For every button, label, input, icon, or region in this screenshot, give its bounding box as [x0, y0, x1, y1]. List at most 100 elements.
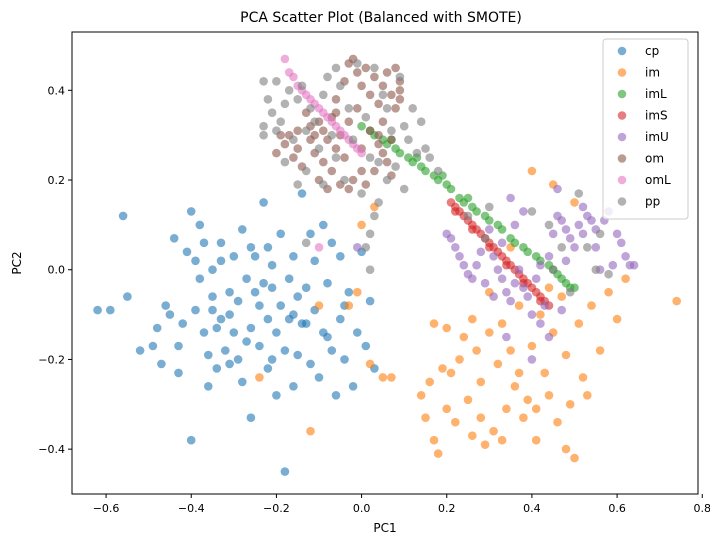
data-point-imL	[485, 216, 494, 225]
data-point-cp	[148, 341, 158, 351]
data-point-om	[357, 81, 366, 91]
data-point-pp	[361, 112, 371, 122]
data-point-imU	[459, 260, 469, 270]
data-point-cp	[178, 319, 187, 328]
data-point-cp	[199, 238, 209, 248]
data-point-pp	[604, 269, 613, 279]
data-point-im	[489, 426, 498, 436]
data-point-om	[344, 117, 354, 126]
data-point-om	[344, 184, 354, 194]
data-point-pp	[399, 184, 409, 194]
data-point-pp	[259, 130, 268, 140]
data-point-imU	[502, 332, 511, 342]
data-point-im	[497, 319, 507, 328]
data-point-cp	[229, 251, 239, 261]
data-point-im	[463, 395, 473, 405]
data-point-cp	[361, 341, 371, 351]
data-point-om	[348, 175, 358, 185]
y-tick-label: 0.4	[48, 84, 66, 97]
data-point-imU	[480, 278, 490, 288]
data-point-cp	[199, 328, 209, 337]
data-point-om	[395, 95, 405, 104]
data-point-im	[510, 382, 520, 391]
y-tick-label: 0.0	[48, 264, 66, 277]
data-point-imU	[519, 207, 528, 216]
data-point-pp	[480, 234, 490, 243]
data-point-pp	[348, 135, 358, 144]
data-point-pp	[583, 243, 592, 252]
data-point-imL	[497, 225, 507, 234]
data-point-om	[361, 63, 371, 73]
data-point-pp	[548, 265, 558, 275]
data-point-pp	[293, 180, 303, 189]
data-point-im	[570, 453, 579, 463]
data-point-pp	[301, 238, 311, 248]
data-point-pp	[353, 59, 362, 68]
data-point-pp	[357, 189, 366, 198]
x-tick-label: 0.6	[608, 502, 626, 515]
data-point-omL	[289, 72, 298, 82]
data-point-pp	[310, 117, 320, 126]
legend-marker-cp	[617, 46, 627, 56]
data-point-cp	[327, 346, 337, 355]
data-point-imU	[629, 260, 639, 270]
data-point-im	[595, 346, 605, 355]
data-point-imU	[591, 243, 601, 252]
data-point-cp	[225, 310, 234, 319]
x-tick-label: −0.2	[263, 502, 290, 515]
data-point-im	[540, 368, 549, 378]
data-point-im	[446, 368, 456, 378]
data-point-om	[387, 90, 396, 100]
data-point-im	[578, 373, 588, 382]
data-point-imL	[421, 166, 430, 176]
legend-label-cp: cp	[645, 44, 659, 58]
y-tick-label: −0.4	[38, 443, 65, 456]
data-point-pp	[323, 72, 332, 82]
data-point-cp	[233, 355, 243, 364]
data-point-pp	[361, 243, 371, 252]
data-point-cp	[310, 256, 320, 266]
data-point-im	[531, 404, 541, 414]
data-point-cp	[289, 310, 298, 319]
data-point-cp	[182, 247, 192, 257]
data-point-imU	[527, 355, 537, 364]
legend-marker-imL	[617, 89, 627, 99]
data-point-imU	[617, 238, 626, 248]
data-point-imU	[489, 251, 498, 261]
data-point-om	[378, 81, 388, 91]
data-point-imU	[565, 234, 575, 243]
data-point-pp	[408, 104, 418, 113]
legend-marker-omL	[617, 175, 627, 185]
data-point-im	[480, 440, 490, 450]
data-point-cp	[161, 301, 170, 310]
data-point-om	[353, 104, 362, 113]
data-point-cp	[353, 328, 362, 337]
data-point-imU	[468, 274, 477, 284]
data-point-pp	[276, 117, 286, 126]
data-point-im	[357, 220, 366, 230]
data-point-omL	[357, 148, 366, 158]
data-point-imU	[587, 216, 596, 225]
data-point-cp	[306, 359, 315, 369]
data-point-cp	[348, 382, 358, 391]
data-point-pp	[382, 175, 392, 185]
data-point-om	[331, 144, 341, 153]
data-point-im	[416, 391, 426, 400]
data-point-imU	[536, 319, 545, 328]
data-point-imU	[578, 202, 588, 212]
data-point-pp	[527, 207, 537, 216]
data-point-om	[327, 166, 337, 176]
data-point-im	[442, 404, 452, 414]
data-point-imU	[497, 238, 507, 248]
data-point-imU	[446, 234, 456, 243]
data-point-om	[370, 72, 379, 82]
data-point-pp	[272, 77, 281, 86]
data-point-pp	[259, 77, 268, 86]
data-point-im	[438, 364, 447, 373]
y-tick-label: −0.2	[38, 353, 65, 366]
data-point-imU	[523, 292, 532, 301]
data-point-imS	[451, 207, 460, 216]
data-point-pp	[327, 130, 337, 140]
